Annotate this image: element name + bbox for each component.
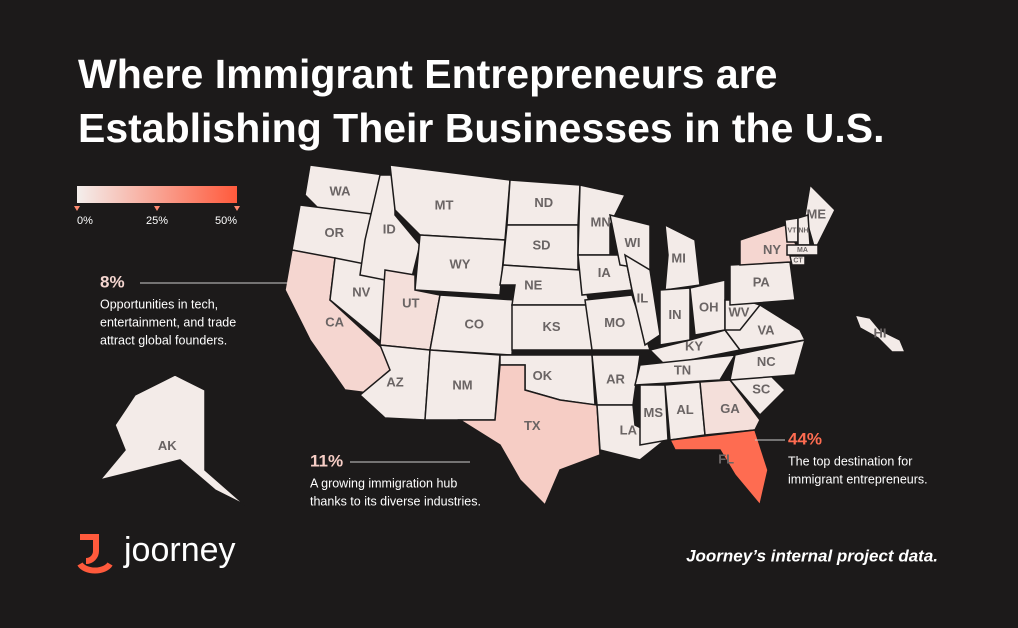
state-label: NY	[763, 242, 781, 257]
brand-logo	[77, 534, 113, 574]
state-label: VT	[788, 227, 798, 234]
state-label: WY	[450, 256, 471, 271]
state-label: HI	[874, 326, 887, 341]
callout-text: Opportunities in tech,	[100, 297, 218, 311]
state-label: CO	[465, 316, 485, 331]
logo-mark	[77, 562, 113, 574]
state-label: KS	[542, 319, 560, 334]
state-label: NC	[757, 354, 776, 369]
callout-value: 44%	[788, 429, 822, 448]
state-label: GA	[720, 401, 740, 416]
state-label: SD	[532, 238, 550, 253]
state-label: MS	[644, 405, 664, 420]
callout-text: thanks to its diverse industries.	[310, 494, 481, 508]
state	[699, 379, 761, 436]
state-label: PA	[753, 274, 771, 289]
legend-tick-label: 50%	[215, 215, 237, 227]
state-label: OH	[699, 300, 719, 315]
state-label: OK	[533, 368, 553, 383]
callout-text: entertainment, and trade	[100, 315, 236, 329]
state-label: WA	[330, 183, 352, 198]
logo-mark	[80, 534, 99, 564]
callout-value: 11%	[310, 451, 343, 470]
state	[668, 429, 769, 507]
title-line: Establishing Their Businesses in the U.S…	[78, 105, 885, 151]
state	[623, 253, 661, 347]
state	[789, 255, 806, 266]
map: WA OR CA NV ID MT WY UT CO AZ NM ND SD NE KS OK TX MN IA MO…	[97, 164, 907, 507]
brand-name: joorney	[123, 531, 236, 569]
state-label: TX	[524, 418, 541, 433]
state	[577, 184, 627, 256]
state-label: LA	[620, 422, 638, 437]
state	[639, 384, 669, 446]
state-label: AL	[676, 402, 693, 417]
title-line: Where Immigrant Entrepreneurs are	[78, 51, 777, 97]
legend-tick-label: 0%	[77, 215, 93, 227]
callout-text: attract global founders.	[100, 333, 227, 347]
state-label: ID	[383, 221, 396, 236]
state-label: AZ	[386, 374, 403, 389]
callout-text: The top destination for	[788, 454, 912, 468]
state-label: SC	[752, 381, 771, 396]
state-label: IN	[669, 307, 682, 322]
legend-tick-label: 25%	[146, 215, 168, 227]
state-label: MN	[590, 214, 610, 229]
state-label: MA	[797, 247, 808, 254]
state-label: ND	[534, 195, 553, 210]
state-label: NE	[524, 277, 542, 292]
state-label: MI	[671, 250, 685, 265]
legend-tick	[154, 206, 160, 211]
state-label: VA	[757, 322, 775, 337]
state	[97, 374, 246, 506]
state	[457, 364, 601, 507]
state-label: MT	[435, 197, 454, 212]
state-label: KY	[685, 338, 703, 353]
state-label: OR	[325, 225, 345, 240]
state-label: WI	[625, 235, 641, 250]
state-label: UT	[402, 296, 419, 311]
callout-text: immigrant entrepreneurs.	[788, 472, 928, 486]
state-label: WV	[729, 304, 750, 319]
state	[499, 264, 591, 306]
state-label: IA	[598, 265, 612, 280]
state	[786, 244, 819, 256]
state-label: NV	[352, 285, 370, 300]
legend-bar	[77, 186, 237, 203]
state-label: AK	[158, 438, 177, 453]
state	[729, 339, 807, 381]
source-note: Joorney’s internal project data.	[686, 546, 938, 565]
state	[414, 234, 506, 296]
callout-text: A growing immigration hub	[310, 476, 457, 490]
state	[853, 313, 907, 353]
legend-tick	[74, 206, 80, 211]
state-label: CT	[793, 257, 803, 264]
callout-value: 8%	[100, 272, 125, 291]
state	[664, 223, 701, 291]
state-label: MO	[604, 315, 625, 330]
state-label: FL	[718, 451, 734, 466]
state-label: NH	[798, 228, 808, 235]
state-label: NM	[452, 378, 472, 393]
state-label: IL	[637, 290, 649, 305]
legend-tick	[234, 206, 240, 211]
state-label: ME	[807, 206, 827, 221]
state-label: TN	[674, 363, 691, 378]
state-label: AR	[606, 371, 625, 386]
state-label: CA	[325, 314, 344, 329]
